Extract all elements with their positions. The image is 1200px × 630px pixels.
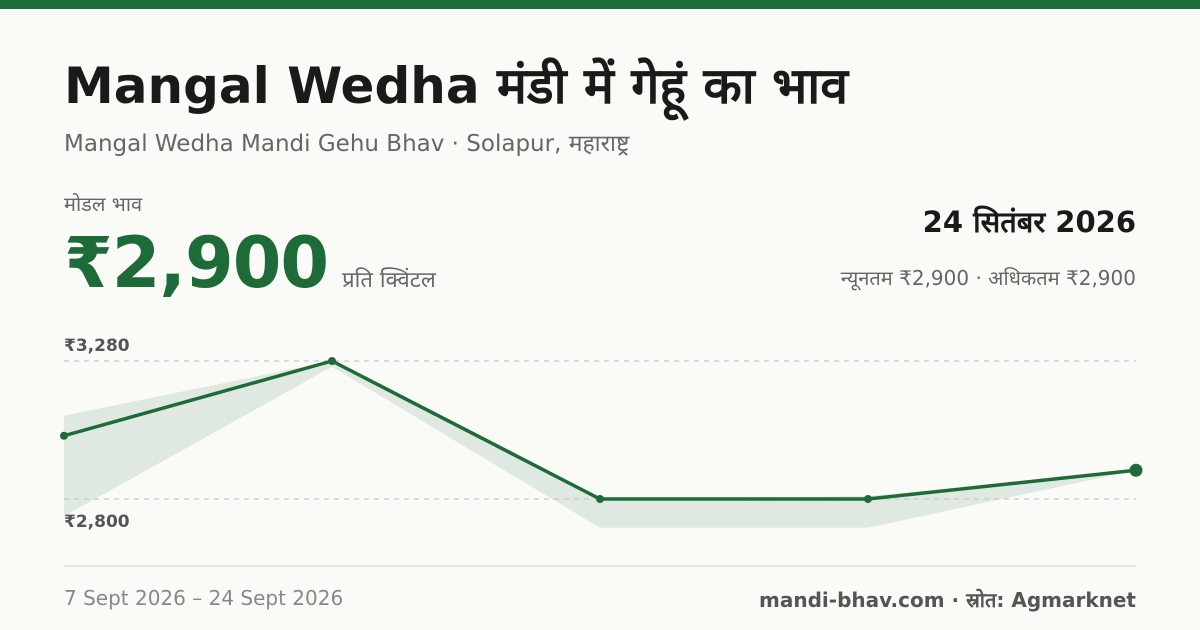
modal-price-label: मोडल भाव [64, 192, 143, 216]
data-point-2 [596, 495, 604, 503]
data-point-3 [864, 495, 872, 503]
page-title: Mangal Wedha मंडी में गेहूं का भाव [64, 57, 849, 115]
y-tick-label-1: ₹2,800 [64, 512, 130, 532]
modal-price: ₹2,900 [64, 222, 329, 304]
min-max-price: न्यूनतम ₹2,900 · अधिकतम ₹2,900 [840, 266, 1136, 290]
page-subtitle: Mangal Wedha Mandi Gehu Bhav · Solapur, … [64, 131, 630, 157]
y-tick-label-0: ₹3,280 [64, 336, 130, 356]
source-credit: mandi-bhav.com · स्रोत: Agmarknet [759, 588, 1136, 612]
top-accent-bar [0, 0, 1200, 9]
price-row: ₹2,900 प्रति क्विंटल [64, 222, 436, 304]
data-point-0 [60, 431, 68, 440]
price-line [62, 359, 1138, 501]
data-point-1 [328, 357, 336, 365]
data-point-4 [1129, 463, 1143, 477]
price-unit: प्रति क्विंटल [342, 268, 436, 293]
date-range: 7 Sept 2026 – 24 Sept 2026 [64, 586, 344, 610]
price-date: 24 सितंबर 2026 [922, 205, 1136, 239]
